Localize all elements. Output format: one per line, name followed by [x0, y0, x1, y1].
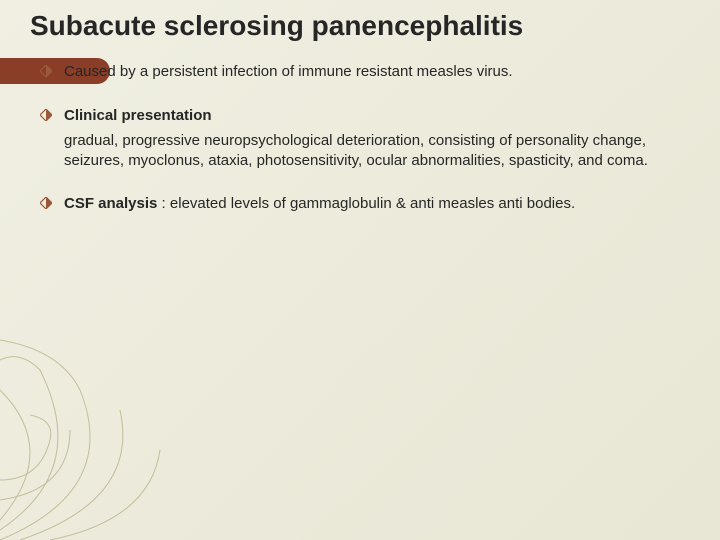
- bullet-text: Clinical presentation: [64, 107, 212, 124]
- bullet-item: CSF analysis : elevated levels of gammag…: [40, 194, 690, 214]
- bold-prefix: CSF analysis: [64, 195, 157, 212]
- diamond-bullet-icon: [40, 65, 52, 77]
- spacer: [40, 88, 690, 106]
- corner-flourish-icon: [0, 330, 210, 540]
- sub-item: gradual, progressive neuropsychological …: [40, 131, 690, 170]
- sub-text: gradual, progressive neuropsychological …: [64, 132, 648, 169]
- slide-body: Caused by a persistent infection of immu…: [40, 62, 690, 220]
- diamond-bullet-icon: [40, 109, 52, 121]
- diamond-bullet-icon: [40, 197, 52, 209]
- bullet-text: Caused by a persistent infection of immu…: [64, 63, 513, 80]
- slide: Subacute sclerosing panencephalitis Caus…: [0, 0, 720, 540]
- bullet-item: Caused by a persistent infection of immu…: [40, 62, 690, 82]
- spacer: [40, 176, 690, 194]
- bullet-text: CSF analysis : elevated levels of gammag…: [64, 195, 575, 212]
- rest-text: : elevated levels of gammaglobulin & ant…: [157, 195, 575, 212]
- bullet-item: Clinical presentation: [40, 106, 690, 126]
- slide-title: Subacute sclerosing panencephalitis: [30, 10, 523, 42]
